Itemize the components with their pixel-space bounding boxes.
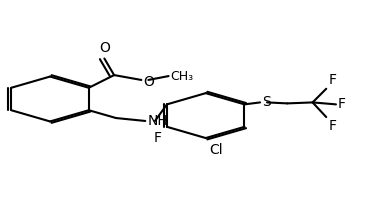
Text: Cl: Cl xyxy=(210,143,223,157)
Text: F: F xyxy=(328,119,336,133)
Text: NH: NH xyxy=(147,114,168,128)
Text: S: S xyxy=(262,95,271,109)
Text: CH₃: CH₃ xyxy=(171,69,194,83)
Text: F: F xyxy=(338,97,346,111)
Text: O: O xyxy=(99,41,110,55)
Text: F: F xyxy=(328,73,336,87)
Text: F: F xyxy=(153,131,161,145)
Text: O: O xyxy=(143,75,154,89)
